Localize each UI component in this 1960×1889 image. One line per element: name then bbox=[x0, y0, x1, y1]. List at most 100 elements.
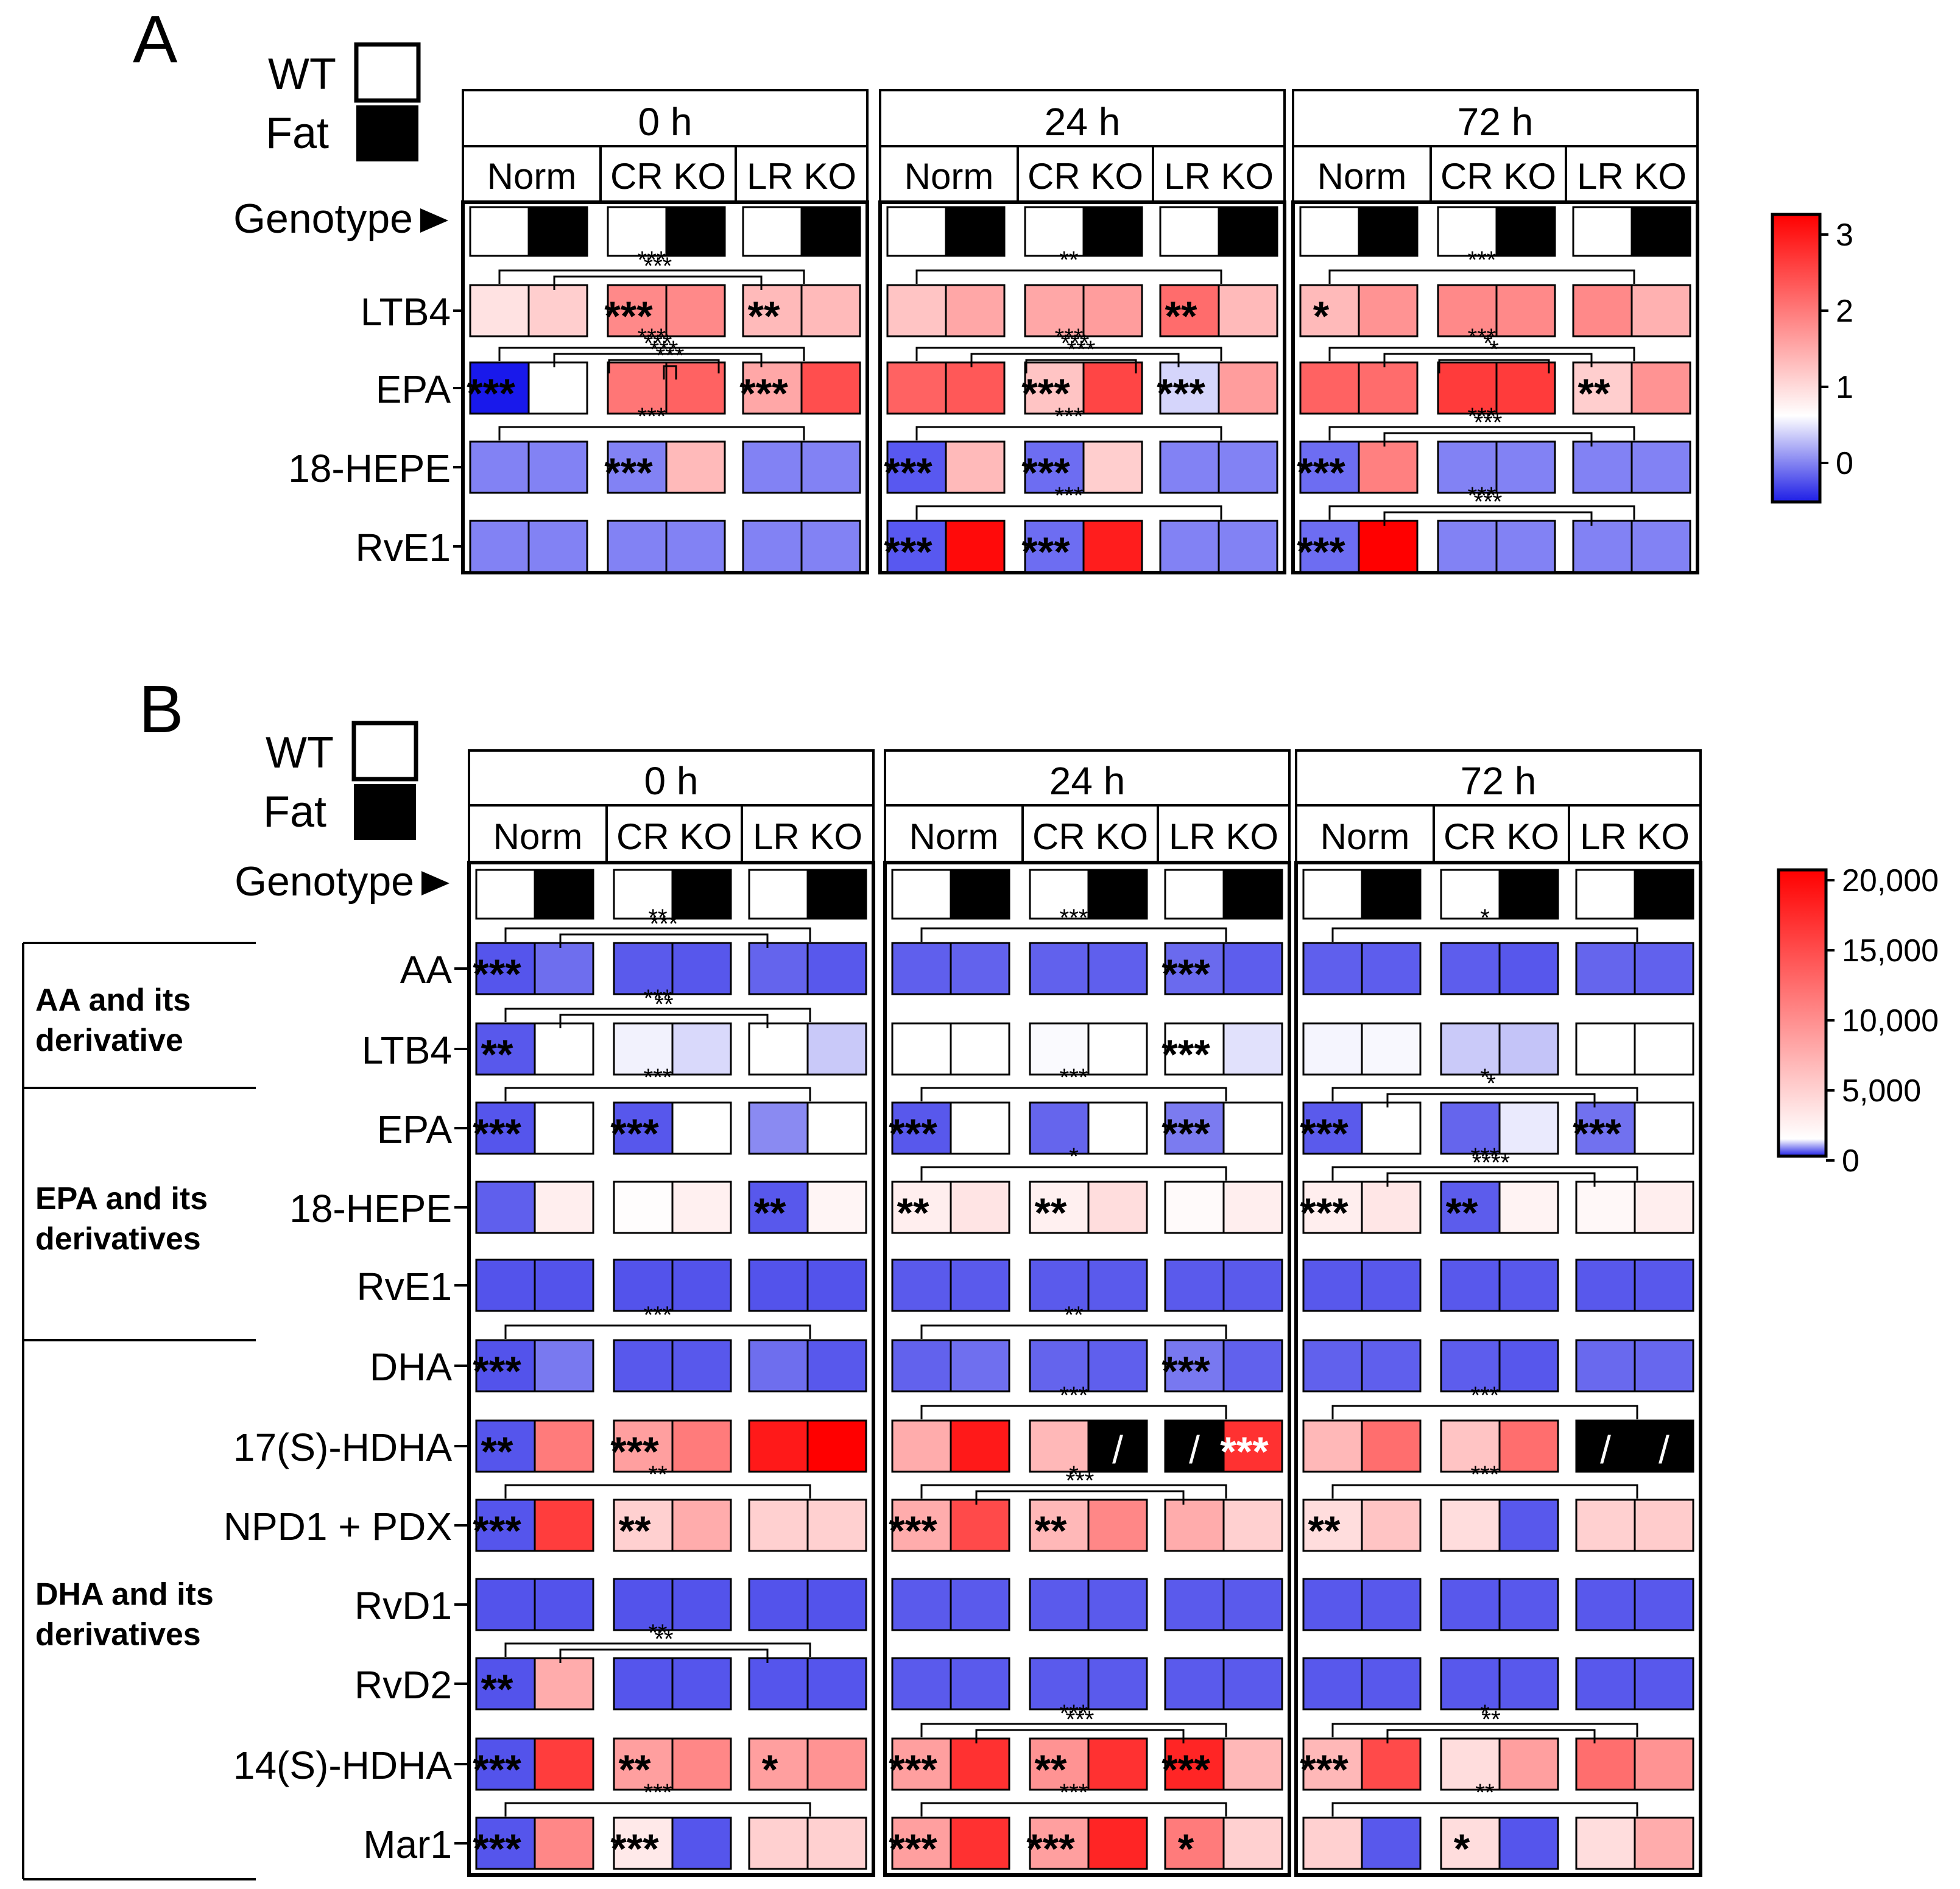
heatmap-cell bbox=[1440, 1817, 1501, 1870]
heatmap-cell bbox=[950, 1101, 1010, 1155]
heatmap-cell bbox=[748, 1339, 809, 1393]
comparison-bracket bbox=[920, 1723, 1227, 1737]
heatmap-cell bbox=[1575, 1181, 1636, 1234]
comparison-significance: *** bbox=[644, 1302, 672, 1329]
comparison-bracket bbox=[1331, 1166, 1638, 1181]
comparison-significance: * bbox=[1069, 1461, 1079, 1488]
genotype-cell bbox=[1634, 869, 1694, 920]
category-label: derivatives bbox=[35, 1617, 201, 1653]
heatmap-cell bbox=[469, 361, 530, 415]
comparison-significance: *** bbox=[650, 911, 679, 937]
heatmap-cell bbox=[1575, 1578, 1636, 1631]
comparison-significance: *** bbox=[1060, 1382, 1088, 1409]
category-label: DHA and its bbox=[35, 1577, 214, 1612]
comparison-bracket bbox=[1328, 347, 1635, 361]
cell-significance: *** bbox=[473, 1826, 521, 1872]
heatmap-cell bbox=[613, 1259, 674, 1312]
comparison-bracket bbox=[504, 1484, 811, 1499]
comparison-bracket bbox=[1331, 1405, 1638, 1419]
heatmap-cell bbox=[1029, 1578, 1090, 1631]
missing-data-slash: / bbox=[1189, 1428, 1200, 1472]
heatmap-cell bbox=[1082, 284, 1143, 337]
row-label: 18-HEPE bbox=[289, 1187, 452, 1230]
genotype-cell bbox=[1159, 206, 1220, 257]
heatmap-cell bbox=[1361, 1657, 1422, 1711]
heatmap-cell bbox=[1024, 440, 1085, 494]
cell-significance: *** bbox=[473, 1746, 521, 1793]
cell-significance: *** bbox=[1220, 1428, 1269, 1475]
comparison-bracket bbox=[1331, 927, 1638, 942]
row-label: RvE1 bbox=[356, 526, 451, 570]
heatmap-cell bbox=[1575, 1339, 1636, 1393]
genotype-cell bbox=[534, 869, 594, 920]
heatmap-cell bbox=[1087, 1578, 1148, 1631]
cell-significance: * bbox=[1178, 1826, 1194, 1872]
comparison-significance: *** bbox=[1060, 1779, 1088, 1806]
genotype-cell bbox=[1222, 869, 1283, 920]
cell-significance: *** bbox=[1300, 1190, 1348, 1236]
comparison-bracket bbox=[504, 1087, 811, 1101]
heatmap-cell bbox=[1361, 1578, 1422, 1631]
heatmap-cell bbox=[1029, 1101, 1090, 1155]
heatmap-cell bbox=[1087, 1499, 1148, 1552]
genotype-cell bbox=[671, 869, 732, 920]
comparison-significance: *** bbox=[1060, 1700, 1088, 1727]
heatmap-cell bbox=[800, 440, 861, 494]
heatmap-cell bbox=[886, 520, 947, 573]
heatmap-cell bbox=[1634, 1419, 1694, 1473]
heatmap-cell bbox=[1082, 361, 1143, 415]
heatmap-cell bbox=[1222, 942, 1283, 995]
comparison-significance: ** bbox=[1064, 1302, 1083, 1329]
legend-fat-swatch bbox=[354, 784, 416, 840]
genotype-cell bbox=[1164, 869, 1225, 920]
heatmap-cell bbox=[1358, 284, 1419, 337]
heatmap-cell bbox=[886, 440, 947, 494]
heatmap-cell bbox=[671, 1578, 732, 1631]
comparison-significance: *** bbox=[656, 342, 685, 369]
genotype-cell bbox=[1299, 206, 1360, 257]
heatmap-cell bbox=[1440, 1657, 1501, 1711]
heatmap-cell bbox=[1222, 1022, 1283, 1076]
group-label: LR KO bbox=[1164, 156, 1274, 197]
comparison-significance: *** bbox=[1055, 324, 1084, 351]
genotype-label: Genotype bbox=[234, 858, 414, 905]
genotype-cell bbox=[469, 206, 530, 257]
heatmap-cell bbox=[950, 1181, 1010, 1234]
heatmap-cell bbox=[1222, 1339, 1283, 1393]
heatmap-cell bbox=[806, 1259, 867, 1312]
heatmap-cell bbox=[886, 284, 947, 337]
comparison-significance: * bbox=[1483, 330, 1493, 357]
comparison-bracket bbox=[1331, 1087, 1638, 1101]
heatmap-cell bbox=[1440, 1259, 1501, 1312]
heatmap-cell bbox=[748, 1817, 809, 1870]
heatmap-cell bbox=[806, 1181, 867, 1234]
genotype-cell bbox=[527, 206, 588, 257]
cell-significance: *** bbox=[1162, 1110, 1210, 1157]
heatmap-cell bbox=[1087, 1737, 1148, 1791]
legend-wt-label: WT bbox=[268, 50, 336, 99]
panel-a: A WT Fat Genotype LTB4 EPA 18-HEPE RvE1 0 h Norm C… bbox=[133, 2, 1853, 575]
heatmap-cell bbox=[534, 1817, 594, 1870]
comparison-bracket bbox=[504, 1642, 811, 1657]
cell-significance: ** bbox=[897, 1190, 929, 1236]
comparison-bracket bbox=[1328, 505, 1635, 520]
row-label: LTB4 bbox=[361, 290, 451, 334]
cell-significance: ** bbox=[1308, 1508, 1341, 1554]
cell-significance: *** bbox=[889, 1508, 937, 1554]
heatmap-cell bbox=[671, 1259, 732, 1312]
comparison-bracket bbox=[915, 505, 1222, 520]
heatmap-cell bbox=[742, 361, 803, 415]
heatmap-cell bbox=[950, 1259, 1010, 1312]
heatmap-cell bbox=[475, 1181, 536, 1234]
comparison-bracket bbox=[498, 426, 805, 440]
row-label: EPA bbox=[377, 1107, 453, 1151]
heatmap-cell bbox=[891, 1578, 952, 1631]
comparison-bracket bbox=[504, 1324, 811, 1339]
genotype-cell bbox=[607, 206, 668, 257]
heatmap-cell bbox=[1361, 1817, 1422, 1870]
heatmap-cell bbox=[1572, 284, 1633, 337]
heatmap-cell bbox=[1495, 284, 1556, 337]
legend-wt-label: WT bbox=[266, 729, 334, 777]
